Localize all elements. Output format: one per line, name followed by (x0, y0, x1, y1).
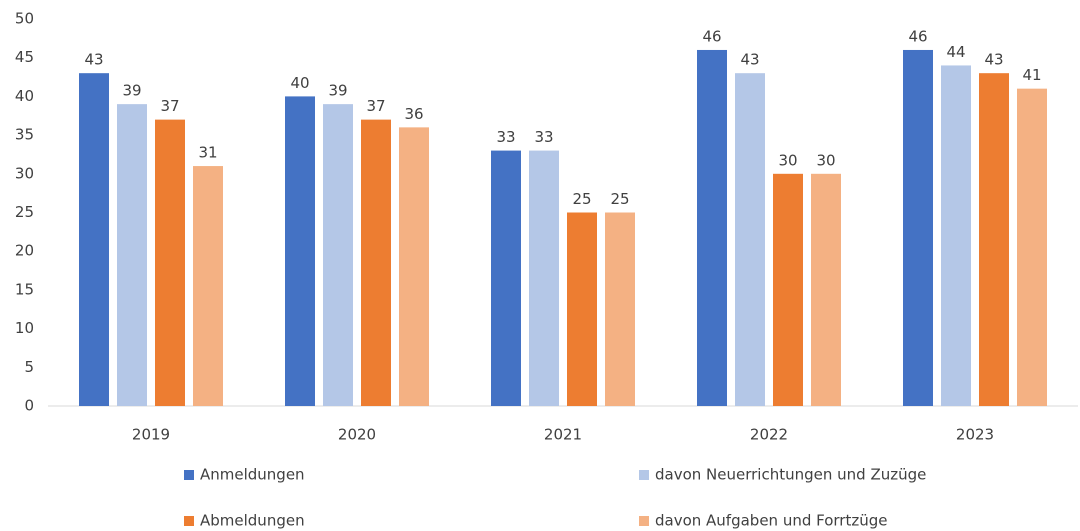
y-tick-label: 45 (15, 48, 34, 66)
bar (323, 104, 353, 406)
x-tick-label: 2022 (750, 426, 788, 444)
bar (605, 212, 635, 406)
bar (155, 119, 185, 407)
bar (773, 173, 803, 406)
bar (1017, 88, 1047, 406)
bar (79, 73, 109, 407)
legend-swatch (184, 470, 194, 480)
value-label: 25 (610, 190, 629, 208)
bar (567, 212, 597, 406)
value-label: 40 (290, 74, 309, 92)
value-label: 37 (160, 97, 179, 115)
bar (697, 49, 727, 407)
y-tick-label: 25 (15, 203, 34, 221)
bar (529, 150, 559, 406)
value-label: 46 (702, 27, 721, 45)
value-label: 43 (84, 51, 103, 69)
bar (193, 166, 223, 406)
bar (811, 173, 841, 406)
value-label: 41 (1022, 66, 1041, 84)
value-label: 25 (572, 190, 591, 208)
x-tick-label: 2021 (544, 426, 582, 444)
legend-swatch (639, 470, 649, 480)
value-label: 37 (366, 97, 385, 115)
value-label: 31 (198, 144, 217, 162)
bar (941, 65, 971, 406)
y-tick-label: 40 (15, 87, 34, 105)
legend-label: davon Aufgaben und Forrtzüge (655, 512, 888, 530)
y-tick-label: 50 (15, 10, 34, 28)
bar (399, 127, 429, 407)
x-tick-label: 2020 (338, 426, 376, 444)
y-tick-label: 0 (24, 397, 34, 415)
value-label: 39 (328, 82, 347, 100)
value-label: 33 (496, 128, 515, 146)
x-tick-label: 2019 (132, 426, 170, 444)
value-label: 43 (740, 51, 759, 69)
y-tick-label: 35 (15, 126, 34, 144)
bar (903, 49, 933, 407)
bar (117, 104, 147, 406)
y-tick-label: 10 (15, 319, 34, 337)
bar (285, 96, 315, 407)
legend-swatch (184, 516, 194, 526)
value-label: 39 (122, 82, 141, 100)
legend-label: Anmeldungen (200, 466, 305, 484)
legend-label: davon Neuerrichtungen und Zuzüge (655, 466, 926, 484)
value-label: 36 (404, 105, 423, 123)
y-tick-label: 20 (15, 242, 34, 260)
bar (735, 73, 765, 407)
legend-label: Abmeldungen (200, 512, 305, 530)
value-label: 30 (816, 151, 835, 169)
bar (979, 73, 1009, 407)
y-tick-label: 5 (24, 358, 34, 376)
y-tick-label: 15 (15, 280, 34, 298)
bar (361, 119, 391, 407)
bar (491, 150, 521, 406)
value-label: 46 (908, 27, 927, 45)
value-label: 43 (984, 51, 1003, 69)
y-tick-label: 30 (15, 164, 34, 182)
legend-swatch (639, 516, 649, 526)
x-tick-label: 2023 (956, 426, 994, 444)
value-label: 44 (946, 43, 965, 61)
value-label: 30 (778, 151, 797, 169)
value-label: 33 (534, 128, 553, 146)
